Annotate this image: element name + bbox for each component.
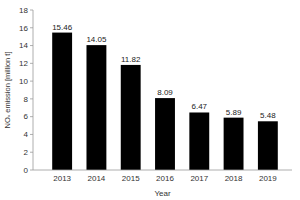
y-tick-label: 14 xyxy=(19,41,28,50)
y-tick-label: 8 xyxy=(24,95,29,104)
bar xyxy=(86,45,106,170)
x-tick-label: 2016 xyxy=(156,174,174,183)
bar xyxy=(121,65,141,170)
chart: 0 2 4 6 8 10 12 14 16 18 2013 2014 2015 2016 2017 2018 2… xyxy=(0,0,300,200)
y-tick-label: 16 xyxy=(19,24,28,33)
data-label: 6.47 xyxy=(191,102,207,111)
y-tick xyxy=(30,45,33,46)
y-tick xyxy=(30,134,33,135)
y-tick xyxy=(30,170,33,171)
bar xyxy=(224,118,244,170)
x-axis-label: Year xyxy=(154,189,171,198)
y-axis-label: NOₓ emission [million t] xyxy=(3,51,12,128)
y-tick-label: 4 xyxy=(24,130,29,139)
x-tick-label: 2017 xyxy=(190,174,208,183)
data-label: 11.82 xyxy=(121,55,141,64)
y-tick xyxy=(30,63,33,64)
y-tick-label: 2 xyxy=(24,148,29,157)
y-tick-label: 0 xyxy=(24,166,29,175)
y-tick xyxy=(30,116,33,117)
y-axis xyxy=(33,10,34,170)
y-tick xyxy=(30,152,33,153)
y-tick xyxy=(30,27,33,28)
data-label: 15.46 xyxy=(52,23,73,32)
x-tick-label: 2015 xyxy=(122,174,140,183)
y-tick-label: 18 xyxy=(19,6,28,15)
x-axis xyxy=(33,170,292,171)
x-tick-label: 2014 xyxy=(88,174,106,183)
bar xyxy=(258,121,278,170)
bar xyxy=(52,33,72,170)
y-tick xyxy=(30,10,33,11)
y-tick-label: 6 xyxy=(24,112,29,121)
data-label: 5.48 xyxy=(260,111,276,120)
data-label: 5.89 xyxy=(226,108,242,117)
x-tick-label: 2019 xyxy=(259,174,277,183)
x-tick-label: 2018 xyxy=(225,174,243,183)
y-tick-label: 12 xyxy=(19,59,28,68)
y-tick xyxy=(30,98,33,99)
x-tick-label: 2013 xyxy=(53,174,71,183)
data-label: 14.05 xyxy=(86,35,107,44)
y-tick-label: 10 xyxy=(19,77,28,86)
bar xyxy=(155,98,175,170)
bar xyxy=(189,112,209,170)
y-tick xyxy=(30,81,33,82)
data-label: 8.09 xyxy=(157,88,173,97)
bars xyxy=(52,33,278,170)
